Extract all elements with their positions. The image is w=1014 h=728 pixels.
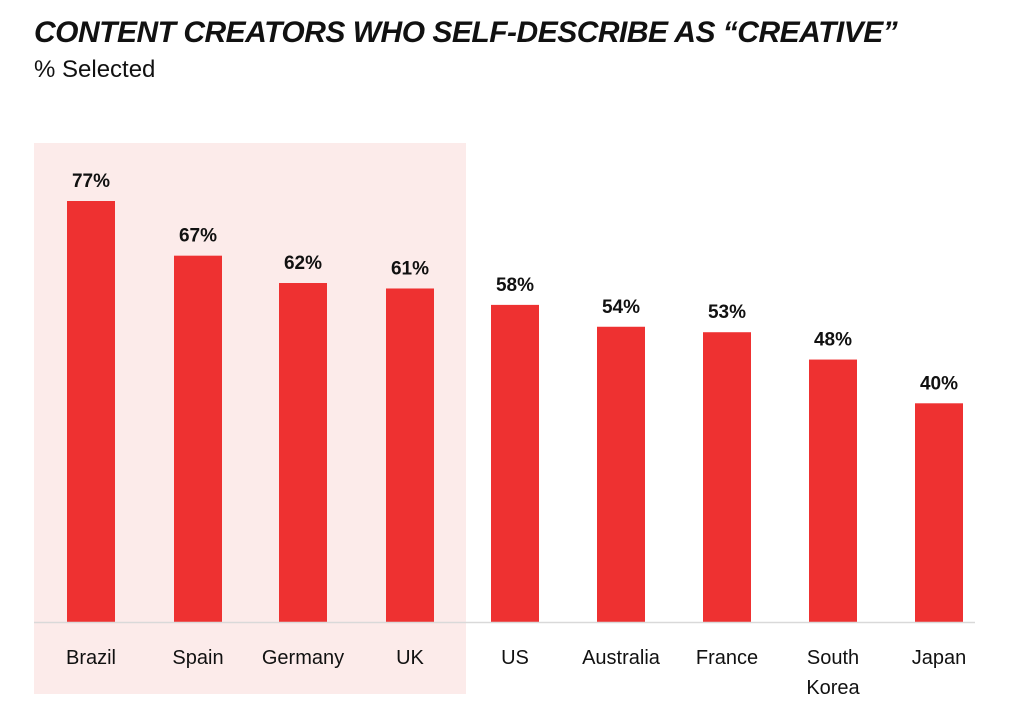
- bar-germany: [279, 283, 327, 622]
- bar-uk: [386, 288, 434, 622]
- chart-subtitle: % Selected: [34, 56, 156, 83]
- value-label-south-korea: 48%: [814, 330, 852, 351]
- bar-brazil: [67, 201, 115, 622]
- value-label-uk: 61%: [391, 258, 429, 279]
- category-label-spain: Spain: [172, 647, 223, 669]
- value-label-spain: 67%: [179, 226, 217, 247]
- value-label-australia: 54%: [602, 297, 640, 318]
- bar-france: [703, 332, 751, 622]
- bar-australia: [597, 326, 645, 622]
- category-label-germany: Germany: [262, 647, 344, 669]
- category-label-japan: Japan: [912, 647, 967, 669]
- value-label-germany: 62%: [284, 253, 322, 274]
- category-label-australia: Australia: [582, 647, 661, 669]
- value-label-brazil: 77%: [72, 171, 110, 192]
- category-label-france: France: [696, 647, 758, 669]
- bar-us: [491, 304, 539, 622]
- category-label-us: US: [501, 647, 529, 669]
- value-label-france: 53%: [708, 302, 746, 323]
- value-label-us: 58%: [496, 275, 534, 296]
- category-label-brazil: Brazil: [66, 647, 116, 669]
- category-label-uk: UK: [396, 647, 424, 669]
- bar-south-korea: [809, 359, 857, 622]
- bar-spain: [174, 255, 222, 622]
- bar-japan: [915, 403, 963, 622]
- category-labels-group: Brazil Spain Germany UK US Australia France Sou…: [66, 647, 966, 699]
- category-label-south-korea: South Korea: [806, 647, 860, 699]
- bars-group: [67, 201, 963, 622]
- value-labels-group: 77% 67% 62% 61% 58% 54% 53% 48% 40%: [72, 171, 958, 394]
- chart-title: CONTENT CREATORS WHO SELF-DESCRIBE AS “C…: [34, 16, 898, 49]
- value-label-japan: 40%: [920, 373, 958, 394]
